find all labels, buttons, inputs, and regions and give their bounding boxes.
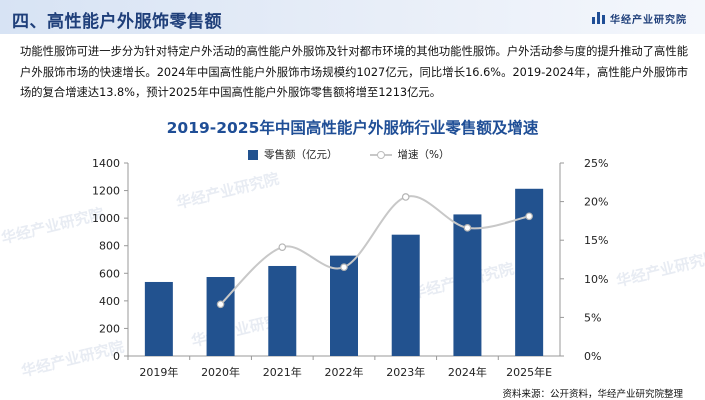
section-title: 四、高性能户外服饰零售额: [12, 12, 222, 32]
left-tick-label: 1400: [92, 157, 120, 170]
right-tick-label: 15%: [584, 234, 608, 247]
legend-item-line: 增速（%）: [369, 147, 450, 162]
left-tick-label: 0: [113, 350, 120, 363]
bar-retail-2: [268, 265, 297, 356]
growth-line: [219, 195, 530, 306]
x-tick-label: 2025年E: [506, 365, 552, 379]
left-tick-label: 600: [99, 267, 120, 280]
bar-retail-5: [453, 214, 482, 356]
growth-point-0: [216, 300, 225, 309]
right-tick-label: 10%: [584, 273, 608, 286]
growth-point-4: [463, 224, 472, 232]
right-tick-label: 0%: [584, 350, 601, 363]
growth-point-2: [340, 263, 348, 272]
x-tick-label: 2024年: [448, 365, 487, 379]
chart-legend: 零售额（亿元） 增速（%）: [248, 147, 449, 162]
right-tick-label: 5%: [584, 311, 601, 324]
bar-retail-3: [330, 255, 358, 356]
x-tick-label: 2021年: [263, 365, 302, 379]
growth-point-5: [525, 212, 533, 221]
chart-title: 2019-2025年中国高性能户外服饰行业零售额及增速: [166, 119, 539, 137]
bar-logo-icon: [592, 12, 605, 24]
legend-label-bar: 零售额（亿元）: [264, 149, 338, 161]
intro-paragraph: 功能性服饰可进一步分为针对特定户外活动的高性能户外服饰及针对都市环境的其他功能性…: [20, 45, 688, 99]
x-tick-label: 2020年: [201, 365, 240, 379]
legend-label-line: 增速（%）: [397, 149, 450, 161]
x-tick-label: 2023年: [386, 365, 425, 379]
logo-text: 华经产业研究院: [610, 14, 687, 26]
bar-retail-4: [391, 234, 420, 356]
legend-item-bar: 零售额（亿元）: [248, 147, 338, 162]
legend-bar-swatch: [248, 149, 258, 160]
brand-logo: 华经产业研究院: [592, 11, 687, 26]
source-note: 资料来源：公开资料，华经产业研究院整理: [502, 389, 683, 400]
right-tick-label: 25%: [584, 157, 608, 170]
x-tick-label: 2019年: [139, 365, 178, 379]
left-tick-label: 1000: [92, 212, 120, 225]
left-tick-label: 1200: [92, 185, 120, 198]
growth-point-1: [278, 243, 287, 251]
left-tick-label: 800: [99, 240, 120, 253]
x-tick-label: 2022年: [325, 365, 364, 379]
legend-line-swatch: [369, 150, 392, 160]
left-tick-label: 400: [99, 295, 120, 308]
left-tick-label: 200: [99, 322, 120, 335]
section-header: [0, 0, 705, 34]
right-tick-label: 20%: [584, 196, 608, 209]
growth-point-3: [401, 193, 410, 201]
bar-retail-0: [144, 281, 173, 356]
bar-retail-1: [206, 277, 235, 356]
